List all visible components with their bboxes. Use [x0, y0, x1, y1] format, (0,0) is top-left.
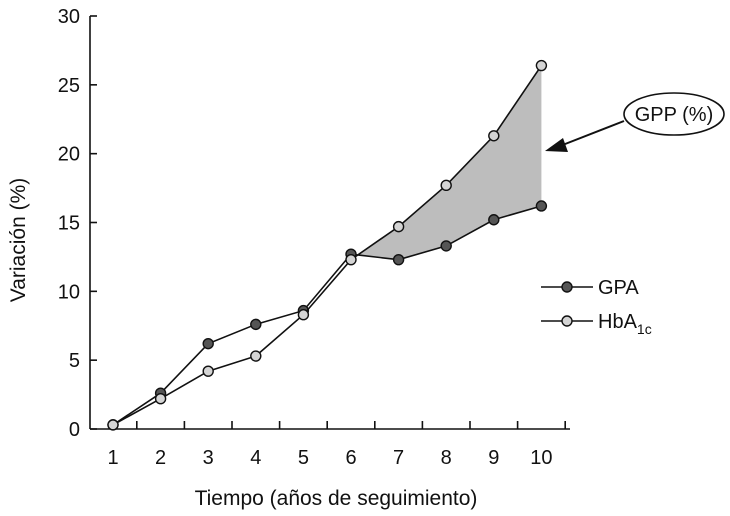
data-point-gpa	[440, 240, 452, 252]
x-axis-title: Tiempo (años de seguimiento)	[195, 487, 478, 510]
y-tick-label: 15	[58, 213, 80, 235]
x-tick-label: 5	[298, 447, 309, 469]
data-point-gpa	[392, 253, 405, 266]
legend-label-hba1c-subscript: 1c	[637, 321, 652, 337]
y-tick-label: 20	[58, 144, 80, 166]
callout-arrow-head	[545, 138, 568, 152]
x-tick-label: 10	[530, 447, 552, 469]
y-tick-label: 25	[58, 75, 80, 97]
y-tick-label: 10	[58, 281, 80, 303]
x-tick-label: 2	[155, 447, 166, 469]
x-tick-label: 9	[488, 447, 499, 469]
x-tick-label: 1	[107, 447, 118, 469]
callout-arrow-shaft	[559, 120, 625, 147]
data-point-gpa	[250, 318, 262, 331]
data-point-hba-1c	[488, 130, 500, 142]
legend-label-hba1c: HbA1c	[598, 311, 652, 337]
data-point-hba-1c	[202, 365, 214, 377]
data-point-hba-1c	[297, 309, 310, 321]
series-layer	[107, 59, 548, 431]
y-axis-title: Variación (%)	[7, 178, 30, 302]
data-point-hba-1c	[535, 59, 548, 72]
data-point-hba-1c	[250, 350, 262, 362]
y-tick-label: 0	[69, 419, 80, 441]
legend-marker-gpa	[561, 281, 573, 293]
series-line-hba-1c	[112, 65, 543, 426]
data-point-hba-1c	[392, 220, 405, 233]
legend-label-gpa: GPA	[598, 277, 639, 299]
x-tick-label: 8	[441, 447, 452, 469]
y-tick-label: 30	[58, 6, 80, 28]
gpp-shaded-area-layer	[351, 65, 542, 260]
data-point-hba-1c	[440, 179, 452, 192]
data-point-hba-1c	[345, 253, 357, 266]
callout-label: GPP (%)	[635, 104, 714, 126]
x-tick-label: 6	[345, 447, 356, 469]
data-point-gpa	[488, 214, 500, 226]
legend-marker-hba1c	[561, 315, 573, 327]
data-point-gpa	[202, 337, 214, 350]
y-tick-label: 5	[69, 350, 80, 372]
data-point-hba-1c	[154, 393, 167, 405]
data-point-hba-1c	[107, 419, 119, 431]
gpp-shaded-area	[351, 65, 542, 260]
x-tick-label: 3	[203, 447, 214, 469]
x-tick-label: 4	[250, 447, 261, 469]
x-tick-label: 7	[393, 447, 404, 469]
callout-ellipse	[623, 92, 725, 136]
legend: GPA HbA1c	[541, 277, 652, 337]
series-line-gpa	[112, 205, 542, 426]
data-point-gpa	[535, 200, 548, 212]
axes: 0 5 10 15 20 25 30 1 2 3 4 5 6 7 8 9 10	[58, 6, 570, 469]
legend-label-hba1c-main: HbA	[598, 311, 638, 333]
gpp-callout: GPP (%)	[545, 92, 725, 152]
